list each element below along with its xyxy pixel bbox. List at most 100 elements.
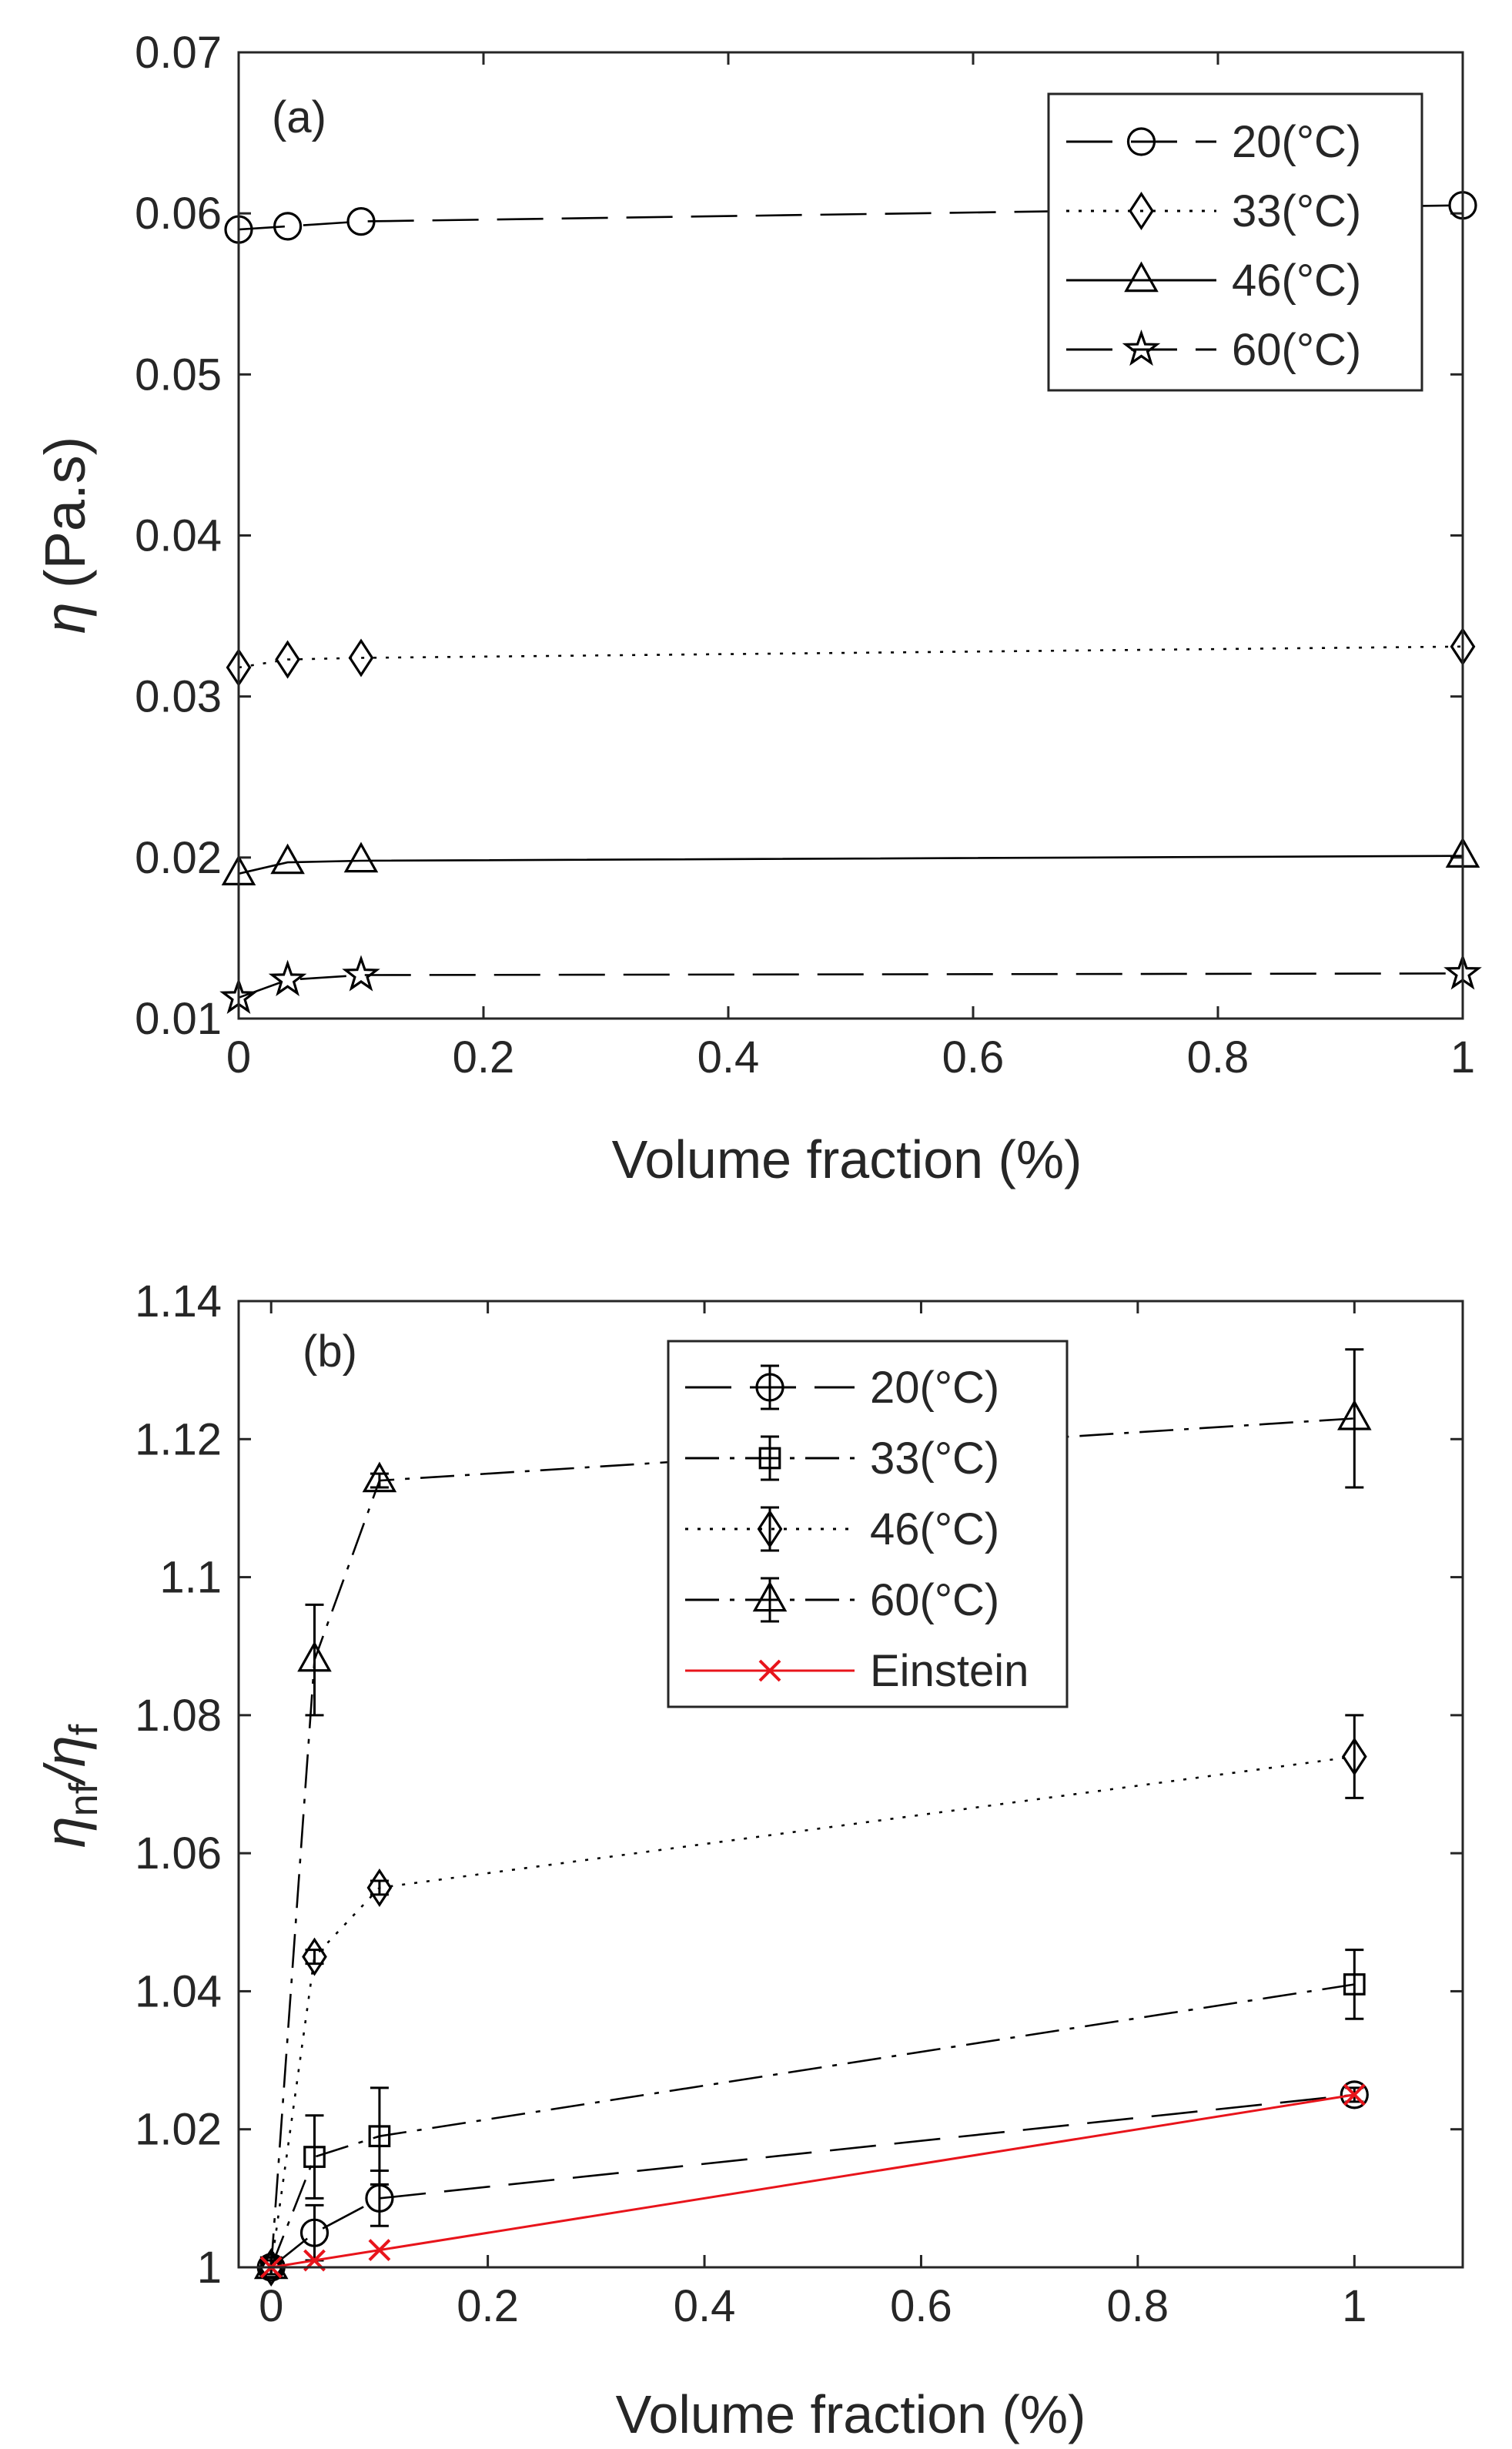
chart-a-x-tick-label: 0: [226, 1032, 251, 1082]
chart-a-x-tick-label: 0.4: [697, 1032, 760, 1082]
chart-a-series-60c-line: [238, 972, 1463, 999]
chart-a-y-tick-label: 0.02: [135, 833, 222, 883]
chart-b-tick-labels: 0 0.2 0.4 0.6 0.8 1 1 1.02 1.04 1.06 1.08 1.1 1.12 1.…: [135, 1276, 1366, 2331]
chart-b-series-46c-line: [269, 1755, 1355, 2268]
chart-a-legend: 20(°C) 33(°C) 46(°C) 60(°C): [1047, 92, 1423, 392]
chart-b-legend-item-46c-errorbar: [761, 1506, 779, 1552]
chart-a-series-33c-line: [238, 645, 1463, 669]
chart-b-y-sub-nf: nf: [62, 1782, 106, 1816]
chart-b-legend-box: [667, 1340, 1069, 1708]
chart-b-legend-item-33c-label: 33(°C): [870, 1434, 999, 1484]
chart-b-x-axis-label: Volume fraction (%): [616, 2384, 1086, 2444]
chart-a-plot-frame: [237, 51, 1464, 1020]
chart-b-y-tick-label: 1.14: [135, 1276, 222, 1327]
chart-a-series-46c-point: [270, 843, 305, 875]
chart-b-x-tick-label: 0.6: [890, 2281, 952, 2331]
chart-a-legend-item-60c-marker: [1122, 329, 1161, 366]
chart-a-legend-item-60c-label: 60(°C): [1232, 325, 1361, 375]
chart-a-panel-label: (a): [272, 92, 326, 142]
chart-b-y-sub-f: f: [62, 1724, 106, 1735]
chart-a-series-20c-point: [273, 212, 303, 241]
chart-a-series-46c-point: [343, 841, 379, 873]
chart-b-legend-item-46c-marker: [757, 1509, 783, 1549]
chart-a-x-axis-label: Volume fraction (%): [612, 1129, 1082, 1189]
chart-b-series-33c-errorbar: [1345, 1949, 1364, 2020]
chart-b-y-sep: /η: [33, 1735, 97, 1787]
chart-a-y-unit: (Pa.s): [33, 437, 97, 588]
chart-b-legend-item-einstein-label: Einstein: [870, 1646, 1029, 1696]
chart-a-series-20c-line: [238, 204, 1463, 231]
chart-a-legend-item-46c-label: 46(°C): [1232, 256, 1361, 306]
chart-b-plot-frame: [237, 1300, 1464, 2269]
chart-b-series-60c-point: [253, 2248, 289, 2280]
chart-b-y-eta: η: [33, 1816, 97, 1848]
chart-a-y-tick-label: 0.07: [135, 28, 222, 78]
chart-a-x-tick-label: 0.8: [1187, 1032, 1249, 1082]
chart-b-x-tick-label: 0: [259, 2281, 283, 2331]
chart-b-y-tick-label: 1.04: [135, 1966, 222, 2016]
chart-a-y-tick-label: 0.04: [135, 511, 222, 561]
chart-a-legend-item-33c-marker: [1129, 191, 1154, 231]
chart-b-y-tick-label: 1.08: [135, 1691, 222, 1741]
chart-a-x-tick-label: 0.2: [453, 1032, 515, 1082]
chart-b-y-tick-label: 1: [197, 2243, 222, 2293]
chart-b-legend-item-20c-marker: [755, 1373, 784, 1402]
chart-a-series-60c-point: [268, 959, 307, 996]
chart-b-series-20c-point: [299, 2218, 329, 2247]
chart-a-series-46c-line: [238, 855, 1463, 875]
chart-a-x-tick-label: 0.6: [942, 1032, 1005, 1082]
chart-a-legend-item-46c-marker: [1124, 261, 1159, 293]
chart-a-y-tick-label: 0.01: [135, 994, 222, 1044]
chart-b-series-33c-point: [303, 2146, 326, 2168]
chart-a-series-20c-point: [346, 207, 376, 236]
chart-a-series-60c-point: [342, 955, 380, 992]
chart-b-series-einstein-line: [270, 2093, 1355, 2269]
chart-b-y-tick-label: 1.1: [159, 1553, 222, 1603]
chart-a-series-33c-point: [348, 638, 374, 677]
chart-a: 0 0.2 0.4 0.6 0.8 1 0.01 0.02 0.03 0.04 0.05 0.06 0.…: [33, 28, 1482, 1189]
chart-b-y-tick-label: 1.02: [135, 2105, 222, 2155]
chart-b-series-33c-point: [368, 2125, 391, 2148]
chart-b-series-46c-point: [1341, 1737, 1367, 1776]
chart-a-series-33c-point: [275, 640, 300, 679]
chart-b-series-46c-errorbar: [1345, 1714, 1364, 1799]
chart-b-x-tick-label: 0.2: [457, 2281, 519, 2331]
chart-b-legend-item-20c-label: 20(°C): [870, 1363, 999, 1413]
chart-b-series-einstein-point: [368, 2239, 391, 2262]
chart-b-legend-item-33c-marker: [758, 1447, 781, 1470]
chart-b-y-axis-label: ηnf/ηf: [33, 1724, 106, 1848]
chart-b-series-60c-point: [297, 1641, 332, 1672]
chart-b-legend-item-33c-errorbar: [761, 1435, 779, 1481]
chart-a-y-tick-label: 0.03: [135, 672, 222, 722]
chart-a-x-tick-label: 1: [1450, 1032, 1475, 1082]
chart-a-series-layer: [219, 191, 1482, 1014]
chart-b-legend: 20(°C) 33(°C) 46(°C) 60(°C) Einstein: [667, 1340, 1069, 1708]
chart-a-y-tick-label: 0.06: [135, 189, 222, 239]
chart-b-series-einstein-point: [1343, 2083, 1366, 2106]
chart-a-y-axis-label: η (Pa.s): [33, 437, 97, 634]
chart-b: 0 0.2 0.4 0.6 0.8 1 1 1.02 1.04 1.06 1.08 1.1 1.12 1.…: [33, 1276, 1464, 2444]
chart-a-y-tick-label: 0.05: [135, 350, 222, 400]
chart-b-series-33c-line: [269, 1983, 1355, 2268]
chart-b-series-60c-point: [362, 1461, 397, 1493]
chart-b-x-tick-label: 1: [1342, 2281, 1366, 2331]
chart-b-series-20c-point: [1340, 2080, 1369, 2109]
chart-b-panel-label: (b): [303, 1327, 357, 1377]
chart-b-series-60c-errorbar: [305, 1603, 324, 1717]
chart-b-series-20c-line: [270, 2093, 1355, 2269]
chart-a-y-symbol: η: [33, 602, 97, 634]
chart-a-legend-item-20c-marker: [1126, 127, 1156, 156]
chart-b-legend-item-46c-label: 46(°C): [870, 1504, 999, 1554]
chart-a-tick-labels: 0 0.2 0.4 0.6 0.8 1 0.01 0.02 0.03 0.04 0.05 0.06 0.…: [135, 28, 1475, 1082]
chart-b-x-tick-label: 0.8: [1107, 2281, 1169, 2331]
chart-b-legend-item-60c-label: 60(°C): [870, 1575, 999, 1625]
chart-b-x-tick-label: 0.4: [674, 2281, 736, 2331]
chart-b-legend-item-20c-errorbar: [761, 1364, 779, 1410]
chart-b-y-tick-label: 1.06: [135, 1828, 222, 1879]
chart-a-legend-item-20c-label: 20(°C): [1232, 117, 1361, 167]
chart-b-series-46c-point: [366, 1868, 393, 1907]
chart-a-legend-item-33c-label: 33(°C): [1232, 186, 1361, 236]
chart-b-legend-item-einstein-marker: [758, 1659, 781, 1682]
chart-b-series-33c-errorbar: [305, 2114, 324, 2200]
